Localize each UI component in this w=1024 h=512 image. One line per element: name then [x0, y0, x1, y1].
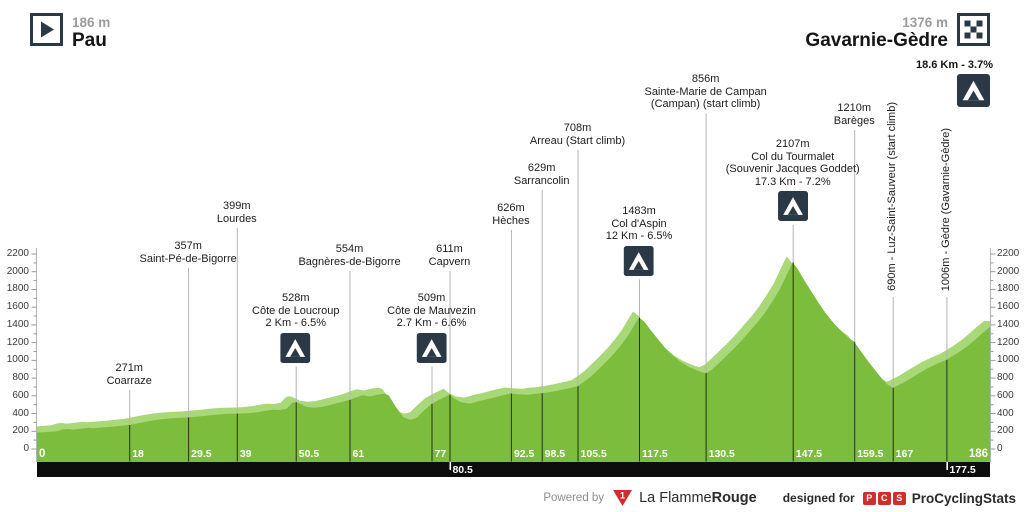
- start-elevation: 186 m: [72, 15, 111, 30]
- finish-header: 1376 m Gavarnie-Gèdre: [805, 13, 990, 51]
- powered-by-label: Powered by: [543, 492, 605, 504]
- final-climb-stats: 18.6 Km - 3.7%: [915, 59, 993, 71]
- designed-for-label: designed for: [782, 491, 855, 505]
- la-flamme-rouge-logo[interactable]: La FlammeRouge: [639, 490, 757, 506]
- finish-elevation: 1376 m: [902, 15, 948, 30]
- finish-flag-icon: [957, 13, 990, 46]
- procyclingstats-label[interactable]: ProCyclingStats: [911, 490, 1016, 506]
- start-flag-icon: [30, 13, 63, 46]
- profile-area: [37, 262, 990, 462]
- start-town: Pau: [72, 30, 107, 51]
- pcs-logo[interactable]: P C S: [862, 491, 906, 505]
- finish-town: Gavarnie-Gèdre: [805, 30, 948, 51]
- footer-credits: Powered by 1 La FlammeRouge designed for…: [543, 489, 1016, 507]
- pcs-letter-s: S: [892, 491, 906, 505]
- pcs-letter-c: C: [877, 491, 891, 505]
- pcs-letter-p: P: [862, 491, 876, 505]
- km-bar: [37, 462, 990, 477]
- final-climb-icon: [957, 74, 990, 107]
- svg-text:1: 1: [620, 491, 625, 501]
- start-header: 186 m Pau: [30, 13, 110, 51]
- la-flamme-rouge-flag-icon: 1: [613, 490, 633, 506]
